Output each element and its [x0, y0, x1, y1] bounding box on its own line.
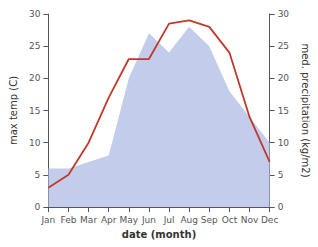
- svg-text:5: 5: [278, 170, 284, 180]
- svg-text:Jun: Jun: [141, 215, 156, 225]
- svg-text:Dec: Dec: [261, 215, 278, 225]
- svg-text:Oct: Oct: [222, 215, 238, 225]
- svg-text:25: 25: [29, 41, 40, 51]
- svg-text:Sep: Sep: [201, 215, 218, 225]
- svg-text:med. precipitation (kg/m2): med. precipitation (kg/m2): [300, 43, 311, 177]
- svg-text:15: 15: [29, 106, 40, 116]
- svg-text:date (month): date (month): [122, 229, 196, 240]
- svg-text:max temp (C): max temp (C): [8, 76, 19, 145]
- svg-text:Nov: Nov: [241, 215, 259, 225]
- svg-text:Apr: Apr: [101, 215, 117, 225]
- svg-text:Feb: Feb: [61, 215, 77, 225]
- svg-text:15: 15: [278, 106, 289, 116]
- svg-text:0: 0: [35, 202, 41, 212]
- svg-text:10: 10: [278, 138, 290, 148]
- svg-text:20: 20: [278, 73, 290, 83]
- svg-text:5: 5: [35, 170, 41, 180]
- svg-text:10: 10: [29, 138, 41, 148]
- svg-text:30: 30: [278, 9, 290, 19]
- svg-text:May: May: [120, 215, 139, 225]
- svg-text:Jul: Jul: [163, 215, 175, 225]
- svg-text:25: 25: [278, 41, 289, 51]
- svg-text:Aug: Aug: [180, 215, 198, 225]
- svg-text:0: 0: [278, 202, 284, 212]
- svg-text:30: 30: [29, 9, 41, 19]
- svg-text:Jan: Jan: [40, 215, 55, 225]
- svg-text:20: 20: [29, 73, 41, 83]
- svg-text:Mar: Mar: [80, 215, 97, 225]
